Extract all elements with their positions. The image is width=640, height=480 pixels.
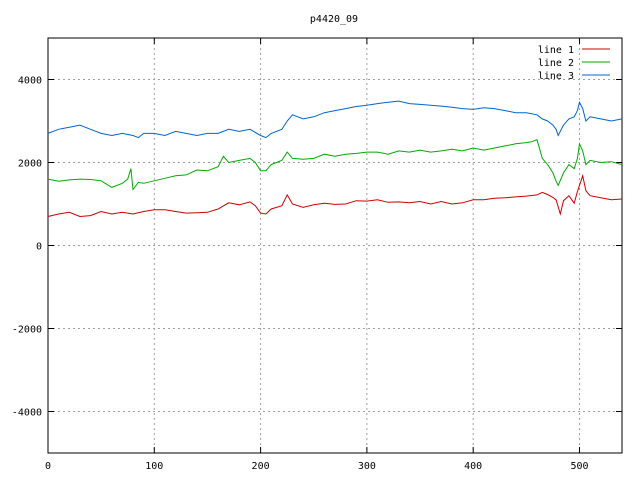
x-tick-label: 0 (45, 461, 51, 472)
y-tick-label: -4000 (12, 408, 42, 419)
x-tick-label: 100 (145, 461, 163, 472)
legend-label-3: line 3 (538, 71, 574, 82)
series-line-3 (47, 100, 623, 139)
chart-title: p4420_09 (310, 14, 358, 25)
axes: 0 100 200 300 400 500 -4000 -2000 0 2000 4000 (12, 37, 623, 472)
x-tick-label: 200 (252, 461, 270, 472)
data-series (47, 100, 623, 218)
x-tick-label: 400 (464, 461, 482, 472)
series-line-2 (47, 139, 623, 191)
series-line-1 (47, 173, 623, 218)
x-tick-label: 300 (358, 461, 376, 472)
legend-label-1: line 1 (538, 45, 574, 56)
legend: line 1 line 2 line 3 (538, 45, 610, 82)
y-tick-label: -2000 (12, 325, 42, 336)
y-tick-label: 4000 (18, 76, 42, 87)
grid-lines (48, 38, 622, 453)
y-tick-label: 0 (36, 242, 42, 253)
legend-label-2: line 2 (538, 58, 574, 69)
y-tick-label: 2000 (18, 159, 42, 170)
x-tick-label: 500 (570, 461, 588, 472)
